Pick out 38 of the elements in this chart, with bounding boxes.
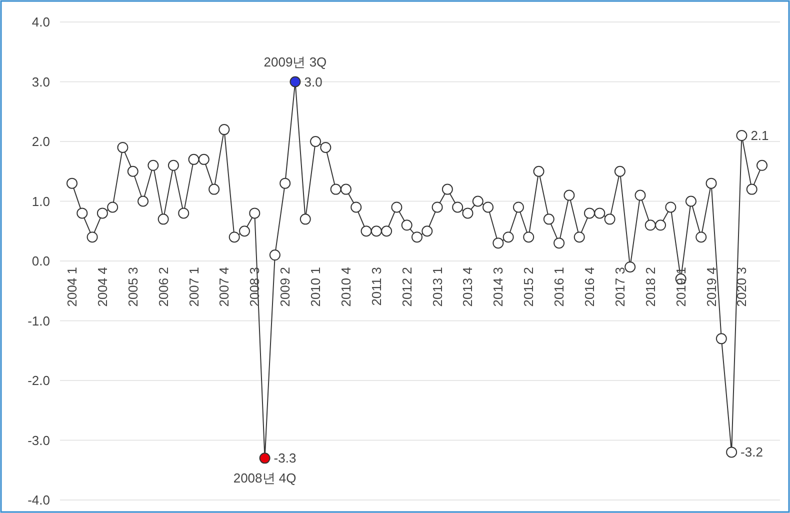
x-tick-label: 2015 2 (521, 267, 536, 307)
x-tick-label: 2019 4 (704, 267, 719, 307)
x-tick-label: 2020 3 (734, 267, 750, 307)
x-tick-label: 2010 4 (338, 267, 354, 307)
x-tick-label: 2004 1 (64, 267, 80, 307)
x-tick-label: 2007 1 (186, 267, 202, 307)
x-tick-label: 2013 4 (460, 267, 476, 307)
x-tick-label: 2013 1 (430, 267, 445, 307)
data-label: 3.0 (304, 74, 322, 90)
x-tick-label: 2016 4 (582, 267, 597, 307)
y-tick-label: 4.0 (32, 14, 50, 30)
x-tick-label: 2004 4 (94, 267, 110, 307)
x-tick-label: 2011 3 (368, 267, 384, 306)
annotation: 2008년 4Q (233, 470, 296, 486)
y-tick-label: 3.0 (32, 74, 50, 90)
y-tick-label: -1.0 (28, 313, 50, 328)
x-tick-label: 2009 2 (278, 267, 293, 307)
y-tick-label: 2.0 (32, 134, 50, 149)
x-tick-label: 2005 3 (125, 267, 140, 307)
annotation: 2009년 3Q (264, 54, 327, 70)
x-tick-label: 2019 1 (673, 267, 688, 307)
y-tick-label: -2.0 (28, 373, 50, 388)
data-label: -3.3 (274, 450, 296, 466)
y-tick-label: -4.0 (28, 492, 50, 508)
x-tick-label: 2010 1 (308, 267, 324, 307)
y-tick-label: -3.0 (28, 432, 50, 448)
x-tick-label: 2018 2 (642, 267, 658, 307)
x-tick-label: 2008 3 (247, 267, 262, 307)
x-tick-label: 2012 2 (399, 267, 414, 307)
data-label: -3.2 (740, 444, 763, 460)
x-tick-label: 2006 2 (156, 267, 171, 307)
x-tick-label: 2014 3 (490, 267, 506, 307)
y-tick-label: 1.0 (32, 194, 50, 209)
x-tick-label: 2007 4 (216, 267, 232, 307)
y-tick-label: 0.0 (32, 254, 50, 268)
x-tick-label: 2017 3 (612, 267, 628, 307)
x-tick-label: 2016 1 (552, 267, 567, 307)
data-label: 2.1 (750, 128, 769, 144)
